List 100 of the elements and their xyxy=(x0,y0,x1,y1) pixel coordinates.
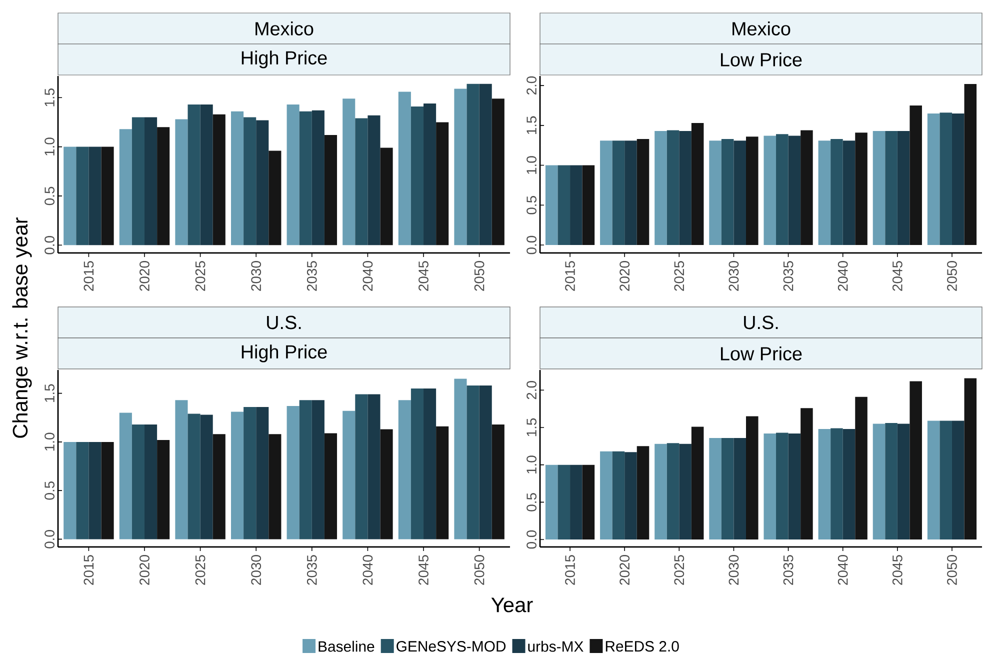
y-tick-label: 2.0 xyxy=(526,380,536,400)
bar xyxy=(286,406,300,540)
y-tick-label: 1.0 xyxy=(44,432,54,451)
bar xyxy=(342,410,356,540)
bar xyxy=(800,130,813,246)
bar xyxy=(479,84,492,246)
bar xyxy=(872,424,886,540)
bar xyxy=(734,140,746,246)
x-tick-label: 2025 xyxy=(195,555,206,585)
legend-label: urbs-MX xyxy=(528,640,584,652)
x-tick-label: 2030 xyxy=(728,555,739,585)
y-tick-label: 0.0 xyxy=(526,530,536,549)
y-tick-label: 0.5 xyxy=(44,186,54,206)
bar xyxy=(244,117,256,246)
chart-subtitle: High Price xyxy=(242,50,327,68)
bar xyxy=(119,129,132,246)
x-tick-label: 2050 xyxy=(947,555,957,585)
bar xyxy=(380,429,393,540)
bar xyxy=(410,388,424,540)
bar xyxy=(709,140,722,246)
x-tick-label: 2025 xyxy=(195,261,206,291)
bar xyxy=(132,424,144,540)
bar xyxy=(691,123,704,246)
bar xyxy=(764,136,776,246)
x-tick-label: 2030 xyxy=(251,261,262,291)
bar xyxy=(952,420,964,540)
bar xyxy=(746,136,758,246)
chart-subtitle: Low Price xyxy=(720,52,802,66)
y-tick-label: 0.5 xyxy=(44,481,54,500)
bar xyxy=(144,424,158,540)
bar xyxy=(764,433,776,540)
bar xyxy=(424,388,436,540)
bar xyxy=(324,134,338,246)
bar xyxy=(679,130,692,246)
bar xyxy=(776,432,788,540)
bar xyxy=(398,400,411,540)
bar xyxy=(885,423,898,540)
bar xyxy=(212,114,226,246)
bar xyxy=(466,84,480,246)
x-tick-label: 2020 xyxy=(140,555,150,585)
bar xyxy=(666,443,680,540)
bar xyxy=(940,112,952,246)
chart-title: Mexico xyxy=(256,22,314,36)
bar xyxy=(410,106,424,246)
bar xyxy=(230,111,244,246)
bar xyxy=(788,433,801,540)
bar xyxy=(88,146,102,246)
x-tick-label: 2045 xyxy=(418,555,428,585)
bar xyxy=(286,104,300,246)
bar xyxy=(624,452,637,540)
bar xyxy=(436,426,449,540)
bar xyxy=(324,433,338,540)
x-tick-label: 2050 xyxy=(474,555,484,585)
x-tick-label: 2045 xyxy=(418,261,428,291)
bar xyxy=(466,386,480,540)
bar xyxy=(545,464,558,540)
bar xyxy=(830,428,843,540)
bar xyxy=(654,444,667,540)
y-tick-label: 1.0 xyxy=(526,156,536,174)
y-tick-label: 1.5 xyxy=(44,384,54,402)
bar xyxy=(570,464,582,540)
bar xyxy=(268,150,282,246)
bar xyxy=(600,451,612,540)
bar xyxy=(244,406,256,540)
x-tick-label: 2040 xyxy=(362,261,373,291)
x-tick-label: 2025 xyxy=(674,261,684,291)
bar xyxy=(355,394,368,540)
y-tick-label: 0.0 xyxy=(44,236,54,254)
x-tick-label: 2035 xyxy=(306,261,317,291)
chart-title: Mexico xyxy=(732,22,790,36)
bar xyxy=(368,394,380,540)
bar xyxy=(830,138,843,246)
legend-label: ReEDS 2.0 xyxy=(606,641,679,652)
bar xyxy=(256,406,269,540)
bar xyxy=(612,140,625,246)
chart-title: U.S. xyxy=(267,316,301,330)
bar xyxy=(872,130,886,246)
bar xyxy=(800,408,813,540)
x-tick-label: 2035 xyxy=(783,555,794,585)
y-axis-title: Change w.r.t. base year xyxy=(12,218,32,438)
y-tick-label: 1.0 xyxy=(526,456,536,474)
bar xyxy=(558,165,570,246)
x-tick-label: 2040 xyxy=(838,555,848,585)
bar xyxy=(76,442,89,540)
x-tick-label: 2035 xyxy=(306,555,317,585)
bar xyxy=(952,113,964,246)
bar xyxy=(342,98,356,246)
bar xyxy=(910,381,922,540)
bar xyxy=(157,127,170,246)
legend-label: Baseline xyxy=(318,640,374,652)
bar xyxy=(64,146,76,246)
bar xyxy=(268,434,282,540)
bar xyxy=(570,165,582,246)
bar xyxy=(788,136,801,246)
bar xyxy=(927,420,940,540)
bar xyxy=(299,400,312,540)
bar xyxy=(479,386,492,540)
y-tick-label: 0.5 xyxy=(526,493,536,512)
bar xyxy=(582,165,595,246)
bar xyxy=(454,88,467,246)
